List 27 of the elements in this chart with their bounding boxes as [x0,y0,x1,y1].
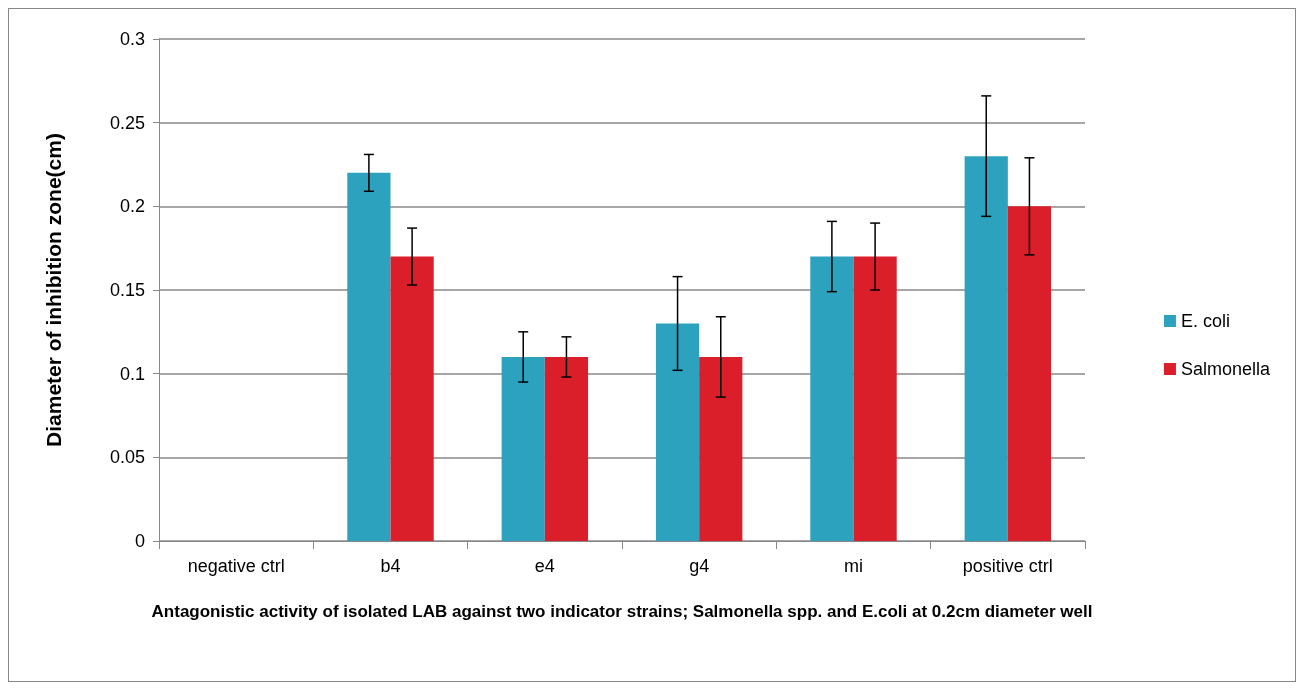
y-tick-label: 0 [134,531,145,551]
x-axis-title: Antagonistic activity of isolated LAB against two indicator strains; Salmonella spp. and E.coli at 0.2cm diameter well [151,601,1093,621]
bar [853,256,897,541]
x-tick-label: mi [844,556,863,576]
bar [347,172,391,541]
y-axis-title: Diameter of inhibition zone(cm) [42,133,65,447]
bar [699,356,743,541]
legend-label: E. coli [1180,311,1230,331]
x-tick-label: e4 [534,556,555,576]
bar [1007,206,1052,541]
x-tick-label: g4 [689,556,710,576]
legend-label: Salmonella [1180,359,1271,379]
x-tick-label: negative ctrl [187,556,285,576]
bar [964,156,1008,541]
bar [390,256,434,541]
bar [544,356,589,541]
y-tick-label: 0.15 [109,280,145,300]
y-tick-label: 0.2 [119,196,145,217]
bar [501,356,545,541]
y-tick-label: 0.05 [109,447,145,468]
y-tick-label: 0.25 [109,112,145,133]
y-tick-label: 0.1 [119,363,145,384]
x-tick-label: b4 [380,556,401,576]
bar [655,323,700,541]
y-tick-label: 0.3 [119,29,145,49]
x-tick-label: positive ctrl [962,556,1053,576]
bar [810,256,854,541]
